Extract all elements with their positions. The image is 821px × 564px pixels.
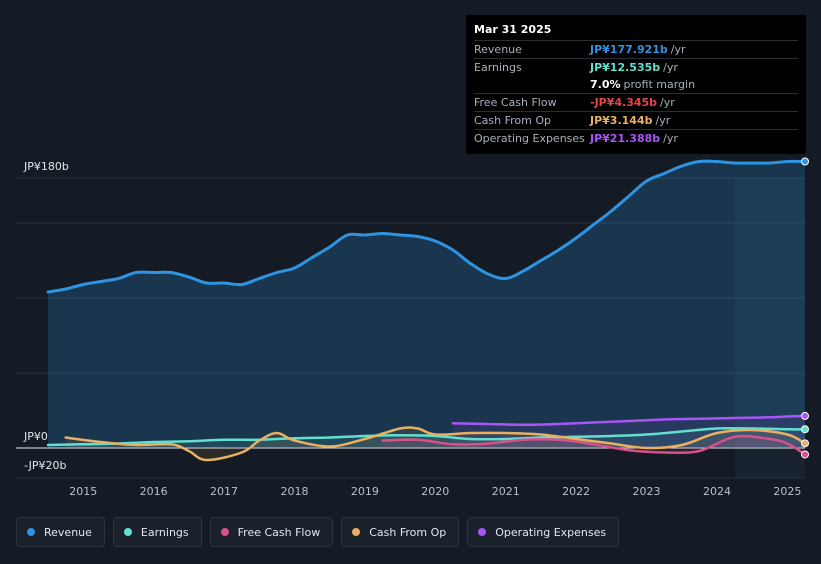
legend-label: Operating Expenses	[495, 525, 607, 539]
tooltip-value: JP¥21.388b	[590, 132, 661, 145]
tooltip-row-revenue: Revenue JP¥177.921b /yr	[474, 40, 798, 58]
legend: Revenue Earnings Free Cash Flow Cash Fro…	[16, 517, 620, 549]
legend-label: Revenue	[44, 525, 92, 539]
operating-expenses-dot-icon	[478, 528, 487, 536]
tooltip-value: JP¥3.144b	[590, 114, 653, 127]
tooltip-row-earnings: Earnings JP¥12.535b /yr	[474, 58, 798, 76]
earnings-line	[46, 427, 807, 447]
x-tick-label: 2021	[492, 485, 520, 498]
tooltip-row-margin: 7.0% profit margin	[474, 76, 798, 93]
cash-from-op-line	[64, 426, 807, 462]
operating-expenses-line	[451, 414, 807, 427]
legend-item-free-cash-flow[interactable]: Free Cash Flow	[209, 517, 334, 547]
tooltip-unit: /yr	[663, 61, 678, 74]
tooltip-value: 7.0%	[590, 78, 621, 91]
revenue-line	[46, 159, 807, 294]
tooltip-row-opex: Operating Expenses JP¥21.388b /yr	[474, 129, 798, 147]
legend-item-cash-from-op[interactable]: Cash From Op	[341, 517, 460, 547]
tooltip-label	[474, 76, 590, 93]
area-layer	[48, 161, 806, 461]
tooltip-label: Revenue	[474, 43, 522, 56]
y-tick-label: -JP¥20b	[24, 459, 66, 472]
free-cash-flow-dot-icon	[220, 528, 229, 536]
tooltip-row-fcf: Free Cash Flow -JP¥4.345b /yr	[474, 93, 798, 111]
x-tick-label: 2016	[140, 485, 168, 498]
line-layer	[46, 159, 807, 462]
cash-from-op-area	[65, 427, 806, 461]
x-tick-label: 2018	[280, 485, 308, 498]
tooltip-unit: /yr	[670, 43, 686, 56]
y-tick-labels: JP¥180b JP¥0 -JP¥20b	[23, 160, 69, 472]
x-tick-label: 2019	[351, 485, 379, 498]
revenue-area	[48, 161, 805, 448]
x-tick-labels: 2015 2016 2017 2018 2019 2020 2021 2022 2023 2024…	[69, 485, 801, 498]
tooltip-label: Earnings	[474, 61, 522, 74]
x-tick-label: 2023	[633, 485, 661, 498]
grid-layer	[16, 177, 805, 479]
free-cash-flow-line	[381, 434, 807, 456]
tooltip-unit: /yr	[655, 114, 671, 127]
dot-layer	[801, 157, 809, 459]
y-tick-label: JP¥0	[23, 430, 48, 443]
legend-label: Earnings	[140, 525, 189, 539]
x-tick-label: 2022	[562, 485, 590, 498]
tooltip: Mar 31 2025 Revenue JP¥177.921b /yr Earn…	[466, 15, 806, 154]
y-tick-label: JP¥180b	[23, 160, 69, 173]
earnings-dot-icon	[123, 528, 132, 536]
legend-item-revenue[interactable]: Revenue	[16, 517, 105, 547]
revenue-end-point	[801, 157, 809, 166]
legend-item-operating-expenses[interactable]: Operating Expenses	[467, 517, 620, 547]
x-tick-label: 2015	[69, 485, 97, 498]
tooltip-label: Cash From Op	[474, 114, 552, 127]
tooltip-unit: /yr	[663, 132, 678, 145]
free-cash-flow-end-point	[801, 450, 809, 459]
tooltip-date: Mar 31 2025	[474, 23, 552, 36]
legend-item-earnings[interactable]: Earnings	[112, 517, 202, 547]
x-tick-label: 2024	[703, 485, 731, 498]
tooltip-value: -JP¥4.345b	[590, 96, 658, 109]
tooltip-value: JP¥12.535b	[590, 61, 661, 74]
revenue-dot-icon	[27, 528, 35, 536]
tooltip-unit: profit margin	[623, 78, 696, 91]
tooltip-row-cfo: Cash From Op JP¥3.144b /yr	[474, 111, 798, 129]
tooltip-value: JP¥177.921b	[590, 43, 668, 56]
earnings-end-point	[801, 425, 809, 434]
x-tick-label: 2025	[773, 485, 801, 498]
cash-from-op-dot-icon	[352, 528, 361, 536]
x-tick-label: 2020	[421, 485, 449, 498]
tooltip-label: Operating Expenses	[474, 132, 585, 145]
cash-from-op-end-point	[801, 439, 809, 448]
tooltip-label: Free Cash Flow	[474, 96, 557, 109]
legend-label: Cash From Op	[369, 525, 447, 539]
operating-expenses-end-point	[801, 411, 809, 420]
tooltip-unit: /yr	[660, 96, 675, 109]
x-tick-label: 2017	[210, 485, 238, 498]
legend-label: Free Cash Flow	[237, 525, 321, 539]
